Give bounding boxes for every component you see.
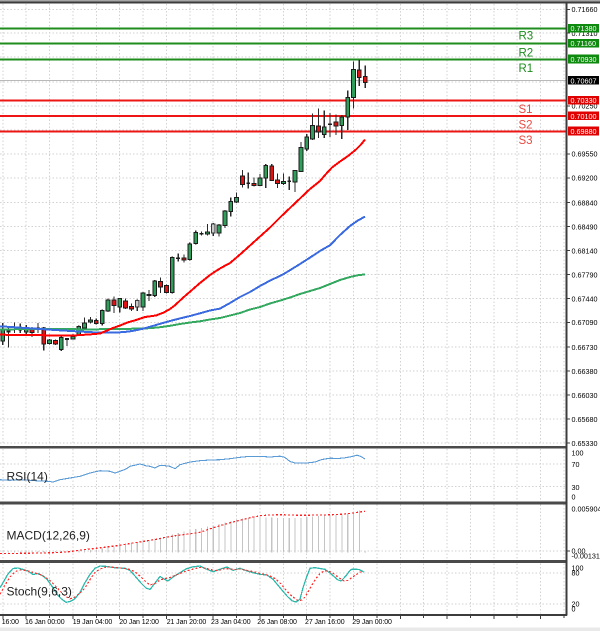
svg-text:RSI(14): RSI(14) <box>7 470 48 484</box>
svg-text:0.68490: 0.68490 <box>572 222 598 231</box>
svg-text:0.65680: 0.65680 <box>572 415 598 424</box>
svg-text:S1: S1 <box>519 104 533 116</box>
svg-text:19 Jan 04:00: 19 Jan 04:00 <box>73 619 113 626</box>
svg-text:0.66730: 0.66730 <box>572 343 598 352</box>
svg-text:0.65330: 0.65330 <box>572 439 598 448</box>
svg-text:0.70100: 0.70100 <box>571 112 597 121</box>
svg-text:29 Jan 00:00: 29 Jan 00:00 <box>352 619 392 626</box>
svg-text:R2: R2 <box>519 48 534 60</box>
svg-text:23 Jan 04:00: 23 Jan 04:00 <box>211 619 251 626</box>
svg-text:16 Jan 00:00: 16 Jan 00:00 <box>25 619 65 626</box>
svg-text:0.67090: 0.67090 <box>572 318 598 327</box>
svg-text:0.68840: 0.68840 <box>572 198 598 207</box>
svg-text:R1: R1 <box>519 63 534 75</box>
svg-text:0.71380: 0.71380 <box>571 24 597 33</box>
svg-text:0.67790: 0.67790 <box>572 270 598 279</box>
svg-text:26 Jan 08:00: 26 Jan 08:00 <box>257 619 297 626</box>
svg-text:0: 0 <box>572 605 576 614</box>
svg-text:0.69880: 0.69880 <box>571 127 597 136</box>
svg-text:0.71160: 0.71160 <box>571 39 596 48</box>
svg-text:0: 0 <box>572 493 576 502</box>
svg-text:S3: S3 <box>519 135 533 147</box>
svg-text:0.66030: 0.66030 <box>572 391 598 400</box>
svg-text:21 Jan 20:00: 21 Jan 20:00 <box>167 619 207 626</box>
svg-text:27 Jan 16:00: 27 Jan 16:00 <box>305 619 345 626</box>
svg-text:30: 30 <box>572 483 580 492</box>
svg-text:0.005904: 0.005904 <box>572 505 600 514</box>
svg-text:0.70930: 0.70930 <box>571 55 597 64</box>
svg-text:R3: R3 <box>519 31 534 43</box>
svg-text:Stoch(9,6,3): Stoch(9,6,3) <box>7 585 72 599</box>
svg-text:0.70607: 0.70607 <box>571 76 597 85</box>
svg-text:80: 80 <box>572 569 580 578</box>
svg-text:-0.001316: -0.001316 <box>572 551 600 560</box>
svg-text:0.67440: 0.67440 <box>572 294 598 303</box>
svg-text:0.71660: 0.71660 <box>572 5 598 14</box>
svg-text:0.66380: 0.66380 <box>572 367 598 376</box>
svg-text:100: 100 <box>572 449 584 458</box>
svg-text:0.69200: 0.69200 <box>572 174 598 183</box>
svg-text:16:00: 16:00 <box>2 619 19 626</box>
svg-text:0.69550: 0.69550 <box>572 150 598 159</box>
svg-text:0.70330: 0.70330 <box>571 96 597 105</box>
svg-text:70: 70 <box>572 460 580 469</box>
svg-text:MACD(12,26,9): MACD(12,26,9) <box>7 529 90 543</box>
svg-text:0.68140: 0.68140 <box>572 246 598 255</box>
svg-text:S2: S2 <box>519 120 533 132</box>
svg-text:20 Jan 12:00: 20 Jan 12:00 <box>119 619 159 626</box>
